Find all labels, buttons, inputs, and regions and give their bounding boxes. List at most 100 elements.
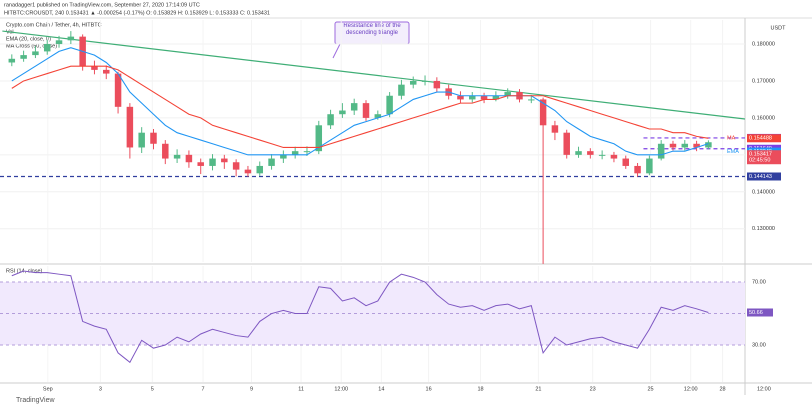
candle-body [339, 110, 346, 115]
footer: TradingView [16, 397, 55, 404]
x-tick-label: 11 [298, 386, 304, 392]
candle-body [303, 151, 311, 153]
candle-body [256, 165, 263, 174]
x-tick-label: 7 [202, 386, 205, 392]
candle-body [91, 66, 98, 70]
level-tag [747, 172, 781, 181]
candle-body [43, 44, 51, 52]
candle-body [657, 143, 665, 159]
candle-body [350, 103, 358, 111]
rsi-tick-label: 30.00 [752, 342, 766, 348]
candle-body [173, 154, 181, 159]
candle-body [669, 143, 677, 148]
candle-body [598, 154, 606, 156]
ma-name: EMA [727, 149, 739, 155]
candle-body [587, 151, 594, 155]
symbol-line: HITBTC:CROUSDT, 240 0.153431 ▲ -0.000254… [4, 10, 270, 16]
x-tick-label: 28 [720, 386, 726, 392]
rsi-last-value: 50.66 [749, 310, 763, 316]
annotation: Resistance line of the descending triang… [332, 21, 410, 59]
candle-body [457, 95, 464, 100]
x-tick-label: Sep [43, 386, 53, 392]
candle-body [646, 158, 653, 174]
rsi-line [11, 270, 709, 364]
rsi-tick-label: 70.00 [752, 280, 766, 286]
x-tick-label: 5 [151, 386, 154, 392]
legend-ma: MA Cross (50, close) [6, 43, 57, 49]
x-tick-label: 18 [477, 386, 483, 392]
x-tick-label: 12:00 [334, 386, 348, 392]
candle-body [386, 95, 393, 115]
ma-last-value: 0.154488 [749, 136, 772, 142]
x-tick-label: 9 [250, 386, 253, 392]
chart-title: Crypto.com Chain / Tether, 4h, HITBTC [6, 22, 102, 28]
candle-body [32, 51, 39, 56]
x-tick-label: 12:00 [757, 386, 771, 392]
y-tick-label: 0.180000 [752, 41, 775, 47]
ma-tag [747, 134, 781, 143]
candle-body [681, 143, 689, 148]
candle-body [504, 92, 511, 96]
candle-body [150, 132, 157, 144]
ma-name: MA [727, 136, 736, 142]
level-label: 0.144143 [749, 174, 772, 180]
ma-line [11, 65, 709, 149]
candle-body [374, 114, 382, 118]
candle-body [8, 58, 16, 63]
x-tick-label: 3 [99, 386, 102, 392]
candle-body [221, 158, 228, 163]
candle-body [268, 158, 275, 166]
candle-body [67, 36, 75, 41]
candle-body [327, 114, 334, 126]
x-tick-label: 21 [535, 386, 541, 392]
candle-body [126, 106, 134, 148]
author-line: ranadagger1 published on TradingView.com… [4, 2, 200, 8]
candle-body [398, 84, 405, 96]
annotation-holder: Resistance line of the descending triang… [343, 23, 401, 36]
x-tick-label: 23 [590, 386, 596, 392]
ma-line [11, 47, 709, 156]
candle-body [610, 154, 618, 159]
candle-body [693, 143, 700, 148]
candle-body [563, 132, 570, 155]
countdown: 02:45:50 [749, 158, 770, 164]
x-tick-label: 16 [426, 386, 432, 392]
trendline [2, 30, 746, 120]
candle-body [197, 162, 204, 166]
candle-body [539, 99, 547, 126]
rsi-tag [747, 308, 773, 317]
candle-body [280, 154, 287, 159]
candle-body [114, 73, 122, 107]
candle-body [634, 165, 641, 174]
x-tick-label: 12:00 [684, 386, 698, 392]
candle-body [362, 103, 370, 118]
candle-body [55, 40, 63, 45]
candle-body [622, 158, 629, 166]
currency: USDT [771, 25, 787, 31]
y-tick-label: 0.140000 [752, 189, 775, 195]
x-tick-label: 25 [647, 386, 653, 392]
legend-ema: EMA (20, close, 0) [6, 36, 51, 42]
candle-body [492, 95, 500, 100]
candle-body [209, 158, 216, 166]
candle-body [138, 132, 145, 148]
y-tick-label: 0.130000 [752, 226, 775, 232]
y-tick-label: 0.170000 [752, 78, 775, 84]
candle-body [20, 55, 27, 59]
current-price: 0.153417 [749, 152, 772, 158]
candle-body [421, 80, 429, 82]
candle-body [185, 154, 193, 163]
annotation-text: Resistance line of the descending triang… [343, 23, 401, 36]
candle-body [551, 125, 559, 133]
candle-body [705, 142, 712, 148]
price-tag [747, 150, 781, 165]
candle-body [575, 151, 582, 155]
candle-body [480, 95, 488, 100]
y-tick-label: 0.160000 [752, 115, 775, 121]
candle-body [232, 162, 240, 170]
candle-body [244, 169, 252, 174]
candle-body [469, 95, 476, 100]
candle-body [103, 69, 110, 74]
candle-body [433, 80, 441, 89]
